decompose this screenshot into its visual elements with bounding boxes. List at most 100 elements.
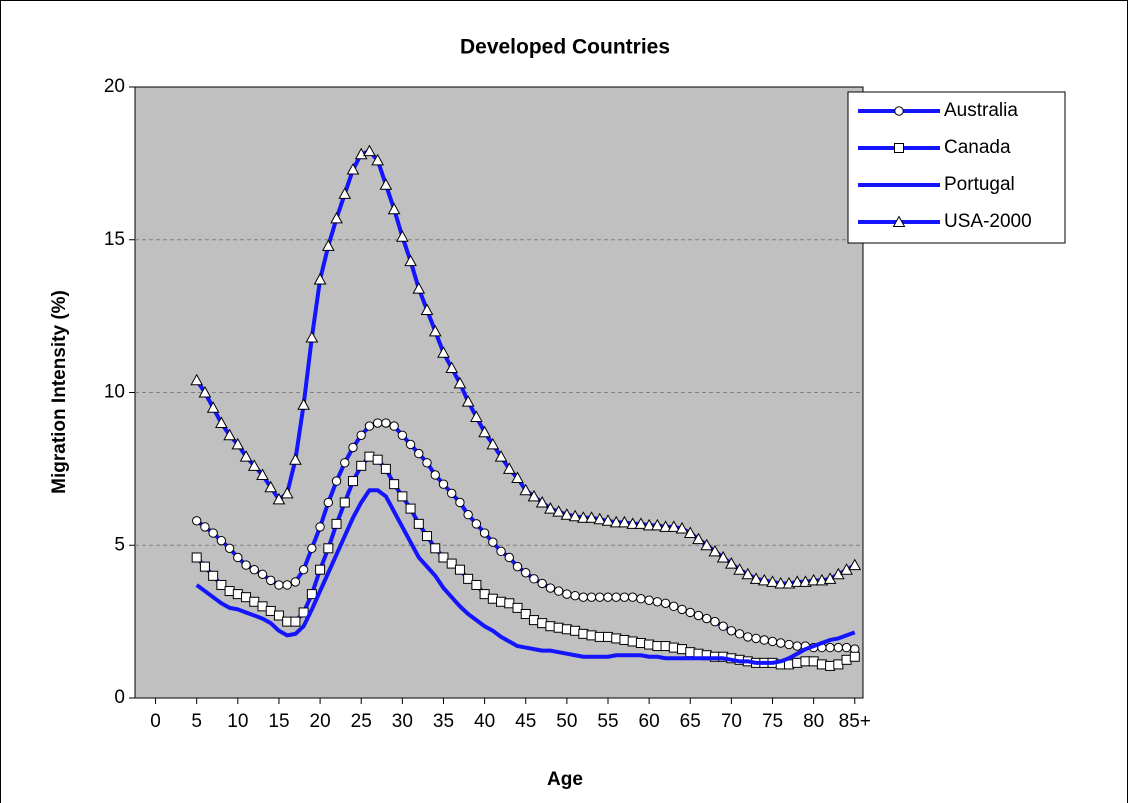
marker: [849, 651, 860, 662]
x-tick-label: 10: [227, 711, 248, 732]
marker: [668, 642, 679, 653]
marker: [652, 641, 663, 652]
marker: [191, 552, 202, 563]
marker: [347, 476, 358, 487]
legend-label: USA-2000: [944, 211, 1032, 232]
marker: [774, 576, 788, 589]
marker: [265, 605, 276, 616]
marker: [528, 615, 539, 626]
marker: [372, 454, 383, 465]
marker: [297, 398, 310, 410]
legend-marker: [892, 215, 906, 227]
marker: [405, 439, 416, 450]
marker: [356, 460, 367, 471]
y-tick-label: 5: [114, 534, 125, 555]
marker: [380, 463, 391, 474]
marker: [445, 361, 459, 374]
marker: [257, 601, 268, 612]
marker: [272, 492, 286, 505]
marker: [496, 596, 507, 607]
marker: [659, 520, 672, 532]
marker: [660, 641, 671, 652]
legend-label: Portugal: [944, 174, 1015, 195]
marker: [841, 654, 852, 665]
marker: [790, 575, 804, 587]
marker: [479, 528, 490, 538]
marker: [323, 543, 334, 554]
marker: [675, 521, 689, 534]
marker: [642, 518, 656, 531]
marker: [634, 517, 648, 529]
marker: [224, 586, 235, 597]
legend-label: Canada: [944, 137, 1011, 158]
marker: [241, 560, 251, 570]
marker: [247, 459, 261, 471]
x-axis-title: Age: [547, 769, 583, 790]
marker: [537, 618, 548, 629]
marker: [767, 636, 778, 647]
marker: [521, 568, 531, 578]
marker: [422, 458, 432, 468]
marker: [323, 497, 334, 508]
marker: [619, 634, 630, 645]
marker: [626, 517, 640, 529]
marker: [593, 512, 607, 525]
marker: [306, 589, 317, 600]
marker: [356, 430, 366, 440]
marker: [282, 616, 293, 627]
marker: [216, 579, 227, 590]
marker: [354, 147, 368, 160]
marker: [808, 656, 819, 667]
marker: [395, 230, 409, 242]
marker: [479, 589, 490, 600]
marker: [471, 519, 482, 529]
marker: [734, 629, 745, 639]
marker: [504, 598, 515, 609]
marker: [741, 567, 755, 580]
marker: [428, 324, 442, 337]
marker: [198, 385, 212, 398]
legend-label: Australia: [944, 100, 1018, 121]
marker: [759, 635, 769, 645]
marker: [289, 453, 302, 465]
marker: [504, 552, 514, 563]
marker: [438, 479, 449, 489]
marker: [305, 330, 319, 343]
marker: [206, 401, 220, 413]
marker: [364, 451, 375, 462]
marker: [562, 589, 572, 599]
marker: [603, 592, 613, 602]
marker: [693, 610, 704, 621]
marker: [232, 589, 243, 600]
marker: [223, 428, 236, 441]
marker: [816, 659, 827, 670]
marker: [726, 626, 737, 636]
marker: [274, 580, 284, 590]
marker: [321, 239, 335, 251]
x-tick-label: 35: [433, 711, 454, 732]
marker: [749, 572, 763, 584]
marker: [496, 546, 506, 557]
marker: [446, 558, 457, 569]
marker: [611, 633, 622, 644]
marker: [651, 518, 664, 531]
x-tick-label: 55: [597, 711, 618, 732]
marker: [537, 578, 547, 589]
marker: [273, 610, 284, 621]
marker: [652, 597, 663, 607]
marker: [833, 659, 844, 670]
marker: [677, 604, 687, 615]
marker: [215, 416, 228, 429]
x-tick-label: 85+: [839, 711, 871, 732]
marker: [716, 550, 730, 563]
marker: [447, 488, 457, 499]
marker: [348, 442, 358, 453]
marker: [841, 642, 852, 653]
marker: [544, 502, 557, 514]
marker: [420, 303, 434, 316]
marker: [519, 483, 533, 496]
marker: [594, 631, 605, 642]
x-tick-label: 20: [310, 711, 331, 732]
marker: [216, 535, 227, 546]
marker: [710, 616, 720, 627]
